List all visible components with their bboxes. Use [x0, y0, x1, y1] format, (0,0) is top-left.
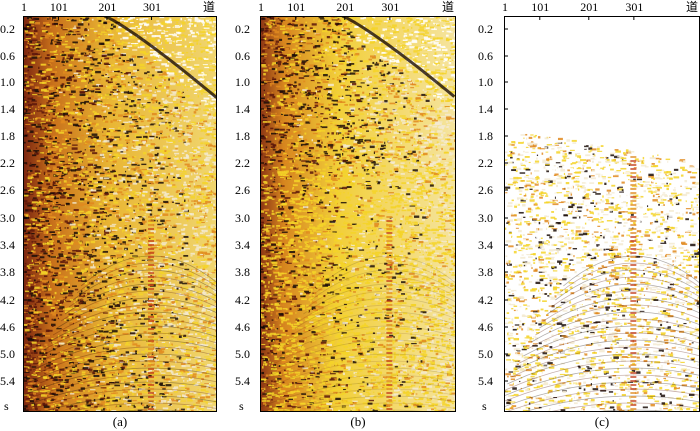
y-tick-label: 1.0: [478, 75, 493, 89]
seismic-image-b: [260, 16, 456, 412]
x-tick-label: 201: [98, 0, 117, 14]
x-tick-label: 301: [381, 0, 400, 14]
panel-caption: (a): [112, 414, 128, 429]
y-tick-label: 4.2: [478, 293, 493, 307]
y-tick-label: 2.2: [235, 156, 250, 170]
seismic-section-b: [260, 16, 456, 412]
y-tick-label: 2.2: [0, 156, 15, 170]
y-tick-label: 1.8: [478, 129, 493, 143]
x-unit-label: 道: [442, 0, 455, 14]
x-tick-label: 1: [502, 0, 508, 14]
seismic-image-c: [504, 16, 700, 412]
y-tick-label: 5.0: [0, 347, 15, 361]
y-tick-label: 5.4: [478, 374, 493, 388]
y-tick-label: 2.2: [478, 156, 493, 170]
y-unit-label: s: [239, 399, 244, 413]
x-tick-label: 1: [21, 0, 27, 14]
y-tick-label: 3.0: [478, 211, 493, 225]
y-tick-label: 0.2: [235, 22, 250, 36]
y-tick-label: 5.4: [0, 374, 15, 388]
y-tick-label: 3.0: [0, 211, 15, 225]
panel-caption: (b): [350, 414, 366, 429]
y-tick-label: 0.6: [235, 49, 250, 63]
y-tick-label: 1.4: [478, 102, 493, 116]
y-tick-label: 1.4: [0, 102, 15, 116]
y-tick-label: 2.6: [478, 183, 493, 197]
x-tick-label: 101: [287, 0, 306, 14]
y-tick-label: 0.2: [478, 22, 493, 36]
y-tick-label: 0.6: [478, 49, 493, 63]
y-tick-label: 1.0: [0, 75, 15, 89]
y-tick-label: 3.4: [235, 238, 250, 252]
panel-caption: (c): [594, 414, 610, 429]
y-tick-label: 1.8: [235, 129, 250, 143]
y-tick-label: 2.6: [235, 183, 250, 197]
seismic-section-a: [23, 16, 217, 412]
y-tick-label: 5.4: [235, 374, 250, 388]
panel-a: 0.2 0.6 1.0 1.4 1.8 2.2 2.6 3.0 3.4 3.8 4.2 4.6 5.0 5…: [0, 0, 232, 431]
y-tick-label: 4.6: [235, 320, 250, 334]
x-tick-label: 1: [258, 0, 264, 14]
panel-c: 0.2 0.6 1.0 1.4 1.8 2.2 2.6 3.0 3.4 3.8 4.2 4.6 5.0 5…: [478, 0, 700, 431]
x-unit-label: 道: [203, 0, 216, 14]
y-tick-label: 3.4: [478, 238, 493, 252]
y-tick-label: 2.6: [0, 183, 15, 197]
y-unit-label: s: [4, 399, 9, 413]
panel-b: 0.2 0.6 1.0 1.4 1.8 2.2 2.6 3.0 3.4 3.8 4.2 4.6 5.0 5…: [235, 0, 467, 431]
seismic-image-a: [23, 16, 217, 412]
y-tick-label: 3.8: [235, 265, 250, 279]
y-tick-label: 5.0: [235, 347, 250, 361]
y-tick-label: 4.6: [478, 320, 493, 334]
x-unit-label: 道: [686, 0, 699, 14]
seismic-section-c: [504, 16, 700, 412]
y-tick-label: 3.0: [235, 211, 250, 225]
x-tick-label: 301: [143, 0, 162, 14]
y-tick-label: 4.2: [0, 293, 15, 307]
x-tick-label: 301: [625, 0, 644, 14]
x-tick-label: 101: [49, 0, 68, 14]
y-unit-label: s: [482, 399, 487, 413]
y-tick-label: 3.8: [478, 265, 493, 279]
y-tick-label: 4.2: [235, 293, 250, 307]
y-tick-label: 4.6: [0, 320, 15, 334]
y-tick-label: 1.0: [235, 75, 250, 89]
y-tick-label: 3.8: [0, 265, 15, 279]
y-tick-label: 5.0: [478, 347, 493, 361]
y-tick-label: 0.6: [0, 49, 15, 63]
x-tick-label: 201: [336, 0, 355, 14]
y-tick-label: 0.2: [0, 22, 15, 36]
y-tick-label: 1.8: [0, 129, 15, 143]
y-tick-label: 1.4: [235, 102, 250, 116]
y-tick-label: 3.4: [0, 238, 15, 252]
x-tick-label: 201: [580, 0, 599, 14]
x-tick-label: 101: [531, 0, 550, 14]
